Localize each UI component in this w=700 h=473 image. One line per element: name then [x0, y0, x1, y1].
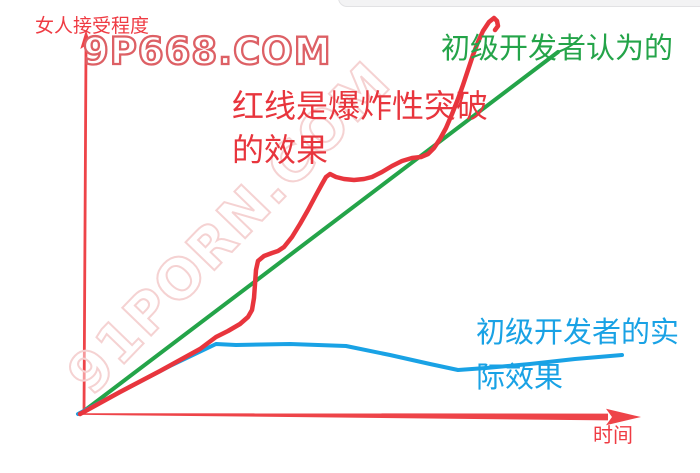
x-axis-line [76, 413, 608, 421]
site-watermark-badge: 9P668.COM [82, 29, 332, 74]
green-line-annotation: 初级开发者认为的 [441, 33, 674, 65]
x-axis-label: 时间 [593, 425, 633, 447]
red-line-annotation: 红线是爆炸性突破的效果 [232, 88, 489, 169]
y-axis-label: 女人接受程度 [35, 16, 150, 37]
y-axis-arrowhead [80, 30, 92, 49]
blue-line-annotation: 初级开发者的实际效果 [476, 317, 680, 394]
series-explosive-breakthrough [77, 15, 501, 417]
y-axis-line [82, 46, 88, 415]
x-axis-arrowhead [606, 408, 641, 426]
series-expected-by-junior-dev [78, 50, 560, 416]
